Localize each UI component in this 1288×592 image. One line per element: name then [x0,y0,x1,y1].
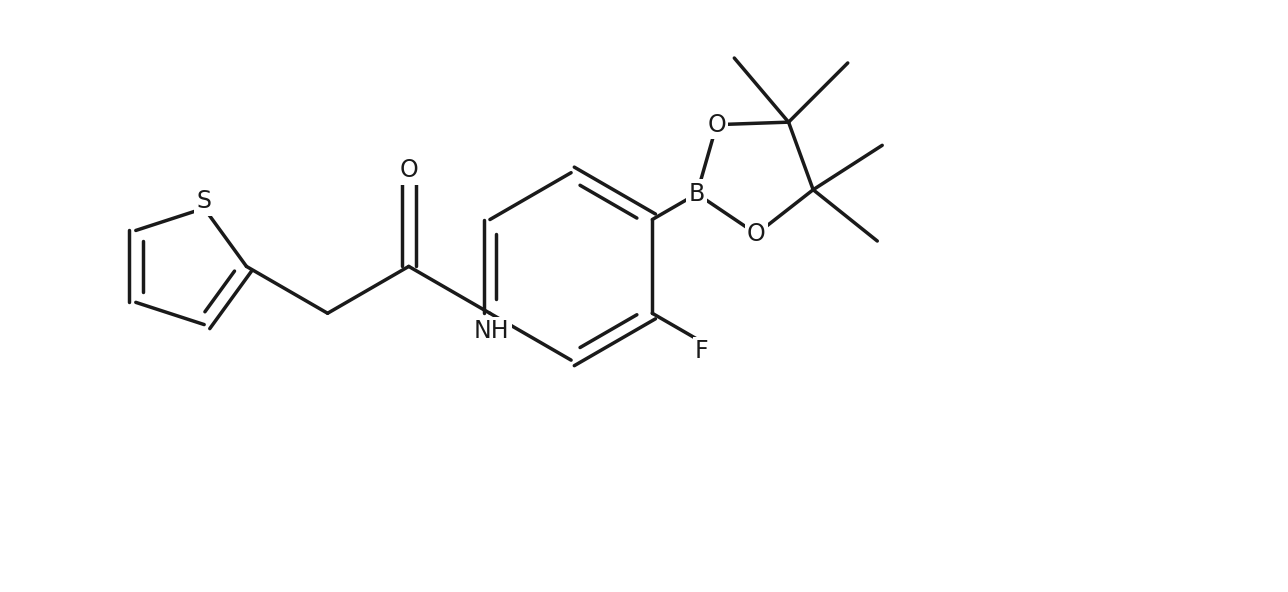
Text: S: S [197,189,211,213]
Text: O: O [747,222,766,246]
Text: B: B [689,182,705,206]
Text: O: O [707,112,726,137]
Text: NH: NH [474,319,510,343]
Text: O: O [399,158,419,182]
Text: F: F [696,339,708,363]
